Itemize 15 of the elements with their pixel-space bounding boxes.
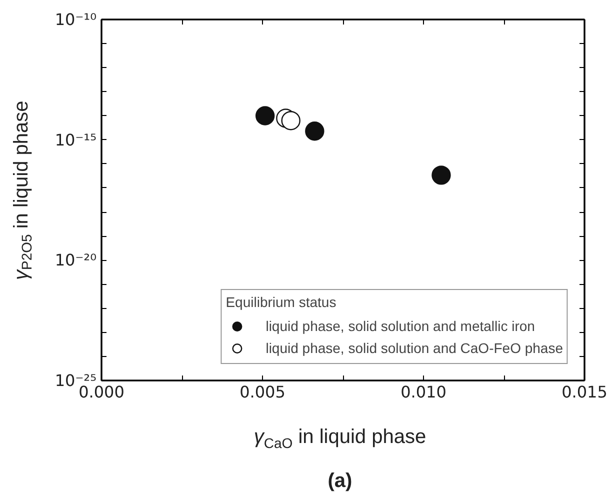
y-tick-label: 10⁻²⁰ <box>54 250 97 270</box>
x-tick-label: 0.015 <box>562 382 608 402</box>
legend-label: liquid phase, solid solution and CaO-FeO phase <box>266 340 563 356</box>
y-tick-label: 10⁻¹⁰ <box>54 10 97 29</box>
text: (a) <box>328 469 352 493</box>
x-tick-label: 0.010 <box>400 382 446 402</box>
x-axis-title: γ$_{CaO}$ in liquid phase <box>254 425 426 453</box>
point <box>432 166 451 185</box>
legend-title: Equilibrium status <box>226 294 338 310</box>
legend-label: liquid phase, solid solution and metallic iron <box>266 318 535 334</box>
point <box>281 111 300 130</box>
x-tick-label: 0.005 <box>240 382 286 402</box>
point <box>305 122 324 141</box>
point <box>255 106 275 126</box>
y-tick-label: 10⁻¹⁵ <box>54 130 97 150</box>
